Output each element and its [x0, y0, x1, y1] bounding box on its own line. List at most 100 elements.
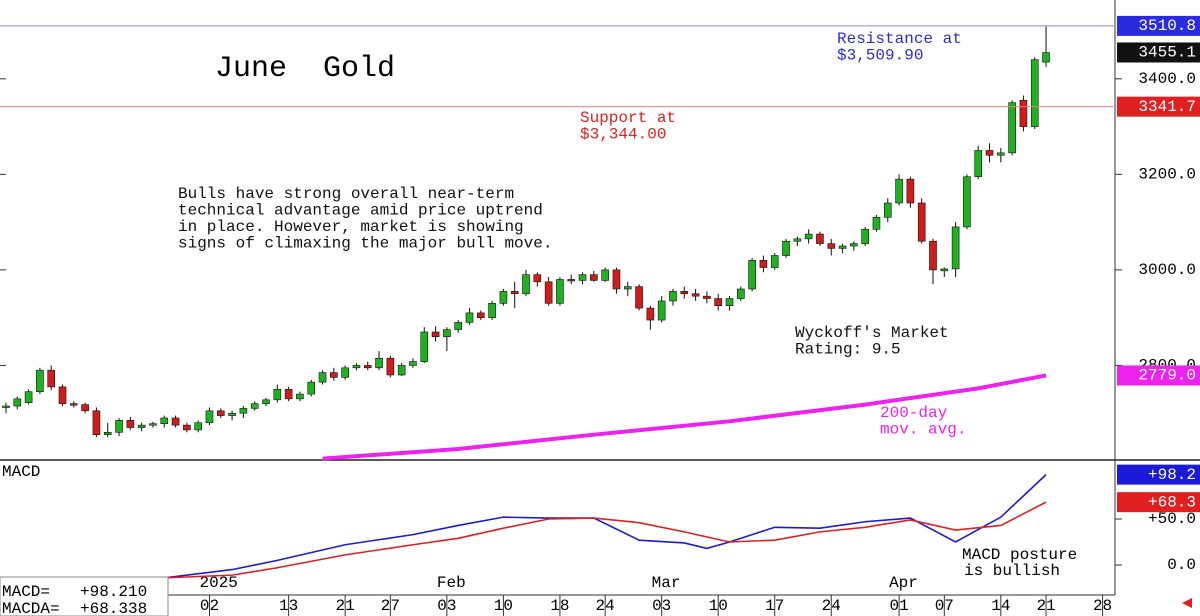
- candle-body: [929, 240, 937, 271]
- candle-body: [940, 268, 949, 272]
- annotation: Rating: 9.5: [795, 341, 901, 359]
- candle-body: [352, 365, 361, 369]
- candle-body: [510, 291, 519, 295]
- candle-body: [499, 291, 508, 304]
- candle-body: [228, 412, 236, 416]
- candle-body: [216, 410, 225, 416]
- month-label: Apr: [889, 574, 918, 592]
- macd-line: [164, 474, 1047, 579]
- candle-body: [171, 417, 180, 426]
- candle-body: [657, 300, 666, 321]
- candle-body: [680, 291, 689, 295]
- x-tick-label: 18: [550, 597, 569, 615]
- end-label: +98.2: [1148, 466, 1196, 484]
- candle-body: [36, 369, 44, 392]
- x-tick-label: 14: [991, 597, 1010, 615]
- candle-body: [103, 431, 112, 435]
- x-tick-label: 10: [709, 597, 728, 615]
- x-tick-label: 03: [652, 597, 671, 615]
- candle-body: [714, 298, 722, 307]
- readout-name: MACD=: [2, 583, 50, 601]
- candle-body: [476, 312, 485, 318]
- x-tick-label: 03: [437, 597, 456, 615]
- candle-body: [646, 307, 655, 321]
- annotation: $3,509.90: [837, 47, 923, 65]
- candle-body: [115, 420, 123, 433]
- candle-body: [522, 274, 530, 295]
- candle-body: [578, 274, 587, 281]
- month-label: 2025: [199, 574, 237, 592]
- candle-body: [420, 331, 429, 362]
- candle-body: [250, 403, 259, 409]
- candle-body: [985, 150, 994, 156]
- candle-body: [827, 243, 836, 249]
- level-box: [1117, 42, 1200, 63]
- candle-body: [431, 331, 440, 338]
- candle-body: [318, 372, 327, 383]
- month-label: Mar: [652, 574, 681, 592]
- candle-body: [409, 361, 417, 366]
- candle-body: [239, 408, 248, 414]
- candle-body: [341, 367, 349, 378]
- candle-body: [1030, 59, 1039, 127]
- candle-body: [850, 243, 858, 247]
- annotation: MACD posture: [962, 546, 1077, 564]
- candle-body: [465, 312, 474, 323]
- end-box: [1117, 492, 1200, 513]
- candle-body: [58, 386, 67, 404]
- candle-body: [906, 178, 915, 204]
- annotation: Wyckoff's Market: [795, 324, 949, 342]
- candle-body: [895, 178, 903, 204]
- candle-body: [917, 202, 926, 242]
- y-tick-label: 3400.0: [1138, 70, 1196, 88]
- x-tick-label: 21: [336, 597, 355, 615]
- annotation: signs of climaxing the major bull move.: [178, 235, 552, 253]
- annotation: Support at: [580, 109, 676, 127]
- candle-body: [556, 279, 564, 304]
- candle-body: [70, 403, 78, 406]
- candle-body: [861, 228, 869, 244]
- candle-body: [296, 393, 304, 400]
- candle-body: [601, 269, 609, 281]
- x-tick-label: 24: [596, 597, 615, 615]
- candle-body: [149, 423, 157, 426]
- chart-title: June Gold: [215, 52, 395, 86]
- x-tick-label: 13: [279, 597, 298, 615]
- panel-title: MACD: [2, 463, 40, 481]
- candle-body: [488, 303, 496, 318]
- candle-body: [872, 217, 881, 230]
- readout-value: +68.338: [80, 600, 147, 616]
- candle-body: [24, 391, 33, 403]
- x-tick-label: 02: [200, 597, 219, 615]
- candle-body: [838, 245, 847, 249]
- candle-body: [567, 279, 576, 282]
- candle-body: [951, 226, 960, 270]
- annotation: is bullish: [964, 562, 1060, 580]
- readout-value: +98.210: [80, 583, 147, 601]
- candle-body: [669, 291, 677, 302]
- candle-body: [13, 398, 22, 407]
- candle-body: [386, 357, 395, 376]
- x-tick-label: 21: [1036, 597, 1055, 615]
- candle-body: [974, 150, 983, 178]
- annotation: Bulls have strong overall near-term: [178, 185, 514, 203]
- scroll-arrow[interactable]: [1182, 598, 1192, 608]
- candle-body: [770, 255, 779, 268]
- x-tick-label: 28: [1093, 597, 1112, 615]
- candle-body: [330, 372, 338, 378]
- candle-body: [47, 369, 56, 388]
- x-tick-label: 07: [935, 597, 954, 615]
- candle-body: [307, 381, 316, 395]
- candle-body: [183, 424, 191, 431]
- candle-body: [963, 176, 971, 228]
- candle-body: [725, 298, 734, 307]
- annotation: 200-day: [880, 404, 948, 422]
- candle-body: [126, 420, 135, 428]
- annotation: in place. However, market is showing: [178, 218, 524, 236]
- macd-line: [164, 501, 1047, 579]
- candle-body: [997, 152, 1005, 156]
- level-box: [1117, 365, 1200, 386]
- readout-box: [0, 576, 169, 616]
